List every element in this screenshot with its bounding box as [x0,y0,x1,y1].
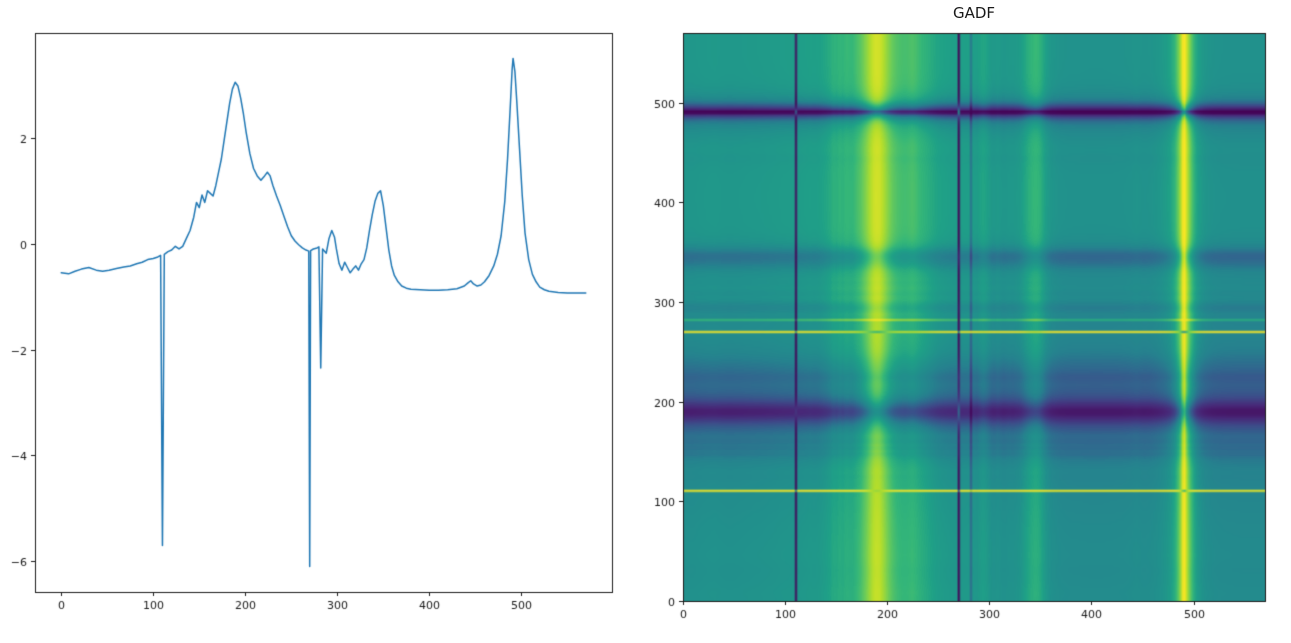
gadf-heatmap-canvas [640,0,1291,643]
gadf-title: GADF [952,4,996,22]
gadf-figure: GADF [640,0,1291,643]
line-chart-figure [0,0,630,643]
line-chart-canvas [0,0,630,643]
